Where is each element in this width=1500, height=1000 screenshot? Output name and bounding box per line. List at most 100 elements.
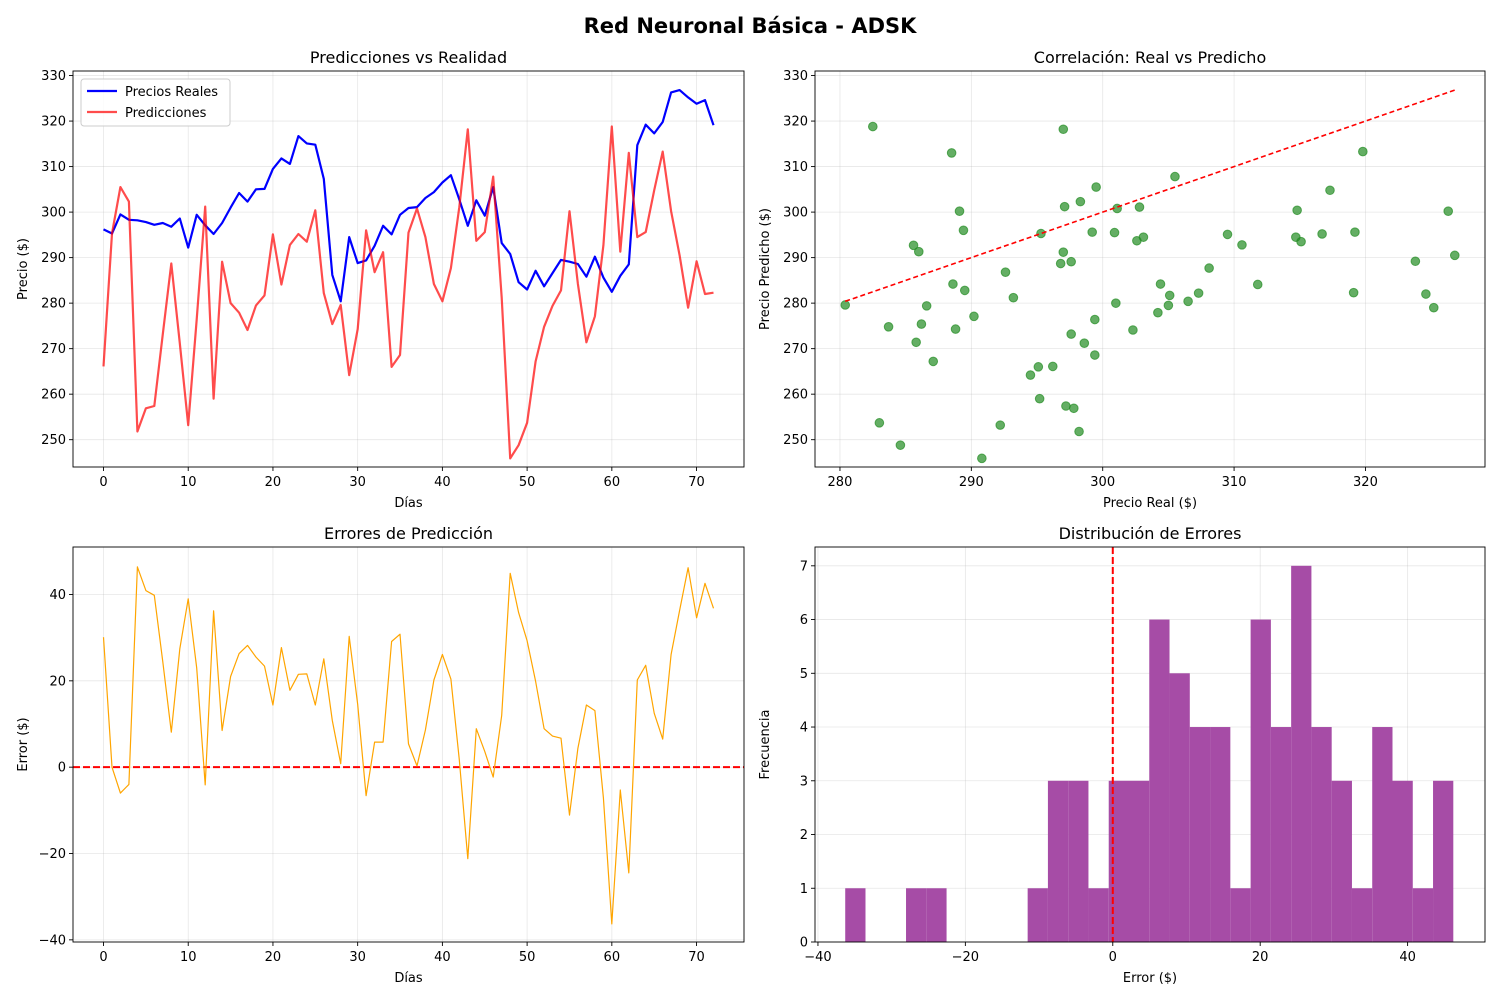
panel-title: Errores de Predicción xyxy=(324,524,493,543)
x-axis-label: Días xyxy=(394,496,423,511)
histogram-bar xyxy=(1088,888,1109,942)
scatter-point xyxy=(1066,329,1076,339)
histogram-bar xyxy=(1230,888,1251,942)
scatter-point xyxy=(958,225,969,236)
scatter-point xyxy=(1075,196,1086,207)
y-tick-label: 250 xyxy=(41,433,66,448)
scatter-point xyxy=(1252,279,1263,290)
y-tick-label: 280 xyxy=(41,297,66,312)
scatter-point xyxy=(1348,287,1359,298)
y-tick-label: 7 xyxy=(800,559,808,574)
y-tick-label: 320 xyxy=(783,115,808,130)
histogram-bar xyxy=(1372,727,1393,942)
x-tick-label: 40 xyxy=(434,475,451,490)
panel-predictions-vs-reality: 0 10 20 30 40 50 60 70 250 260 270 280 290 300 310 320 3… xyxy=(16,48,745,511)
x-tick-label: 0 xyxy=(99,950,107,965)
y-tick-label: 260 xyxy=(41,388,66,403)
x-tick-label: 0 xyxy=(99,475,107,490)
x-tick-label: 60 xyxy=(604,475,621,490)
panel-title: Distribución de Errores xyxy=(1059,524,1242,543)
scatter-point xyxy=(1291,232,1301,242)
x-axis-label: Error ($) xyxy=(1123,971,1177,986)
x-tick-label: 70 xyxy=(688,950,705,965)
axes-frame xyxy=(814,70,1486,468)
y-axis-label: Precio ($) xyxy=(16,238,31,300)
y-tick-label: 5 xyxy=(800,667,808,682)
histogram-bar xyxy=(1068,780,1089,942)
scatter-point xyxy=(977,453,987,464)
scatter-point xyxy=(921,301,932,311)
x-tick-label: 70 xyxy=(688,475,705,490)
histogram-bar xyxy=(1128,780,1150,942)
y-tick-label: 250 xyxy=(783,433,808,448)
scatter-point xyxy=(1074,426,1084,437)
histogram-bar xyxy=(1027,888,1048,942)
x-tick-label: 320 xyxy=(1353,475,1378,490)
y-tick-label: 6 xyxy=(800,613,808,628)
y-tick-label: 40 xyxy=(49,588,66,603)
panel-prediction-errors: 0 10 20 30 40 50 60 70 −40 −20 0 20 40 Errores de Pre… xyxy=(16,524,745,986)
y-axis-label: Precio Predicho ($) xyxy=(758,208,773,330)
scatter-point xyxy=(1155,279,1166,289)
histogram-bar xyxy=(926,888,947,942)
x-tick-label: 60 xyxy=(604,950,621,965)
legend-label: Predicciones xyxy=(125,106,207,121)
x-tick-label: 300 xyxy=(1090,475,1115,490)
x-tick-label: 280 xyxy=(828,475,853,490)
scatter-point xyxy=(1421,289,1431,299)
y-tick-label: 4 xyxy=(800,721,808,736)
x-tick-label: 20 xyxy=(265,475,282,490)
axes-frame xyxy=(72,546,745,943)
y-tick-label: −40 xyxy=(39,933,66,948)
x-axis-label: Días xyxy=(394,971,423,986)
x-tick-label: 20 xyxy=(265,950,282,965)
scatter-point xyxy=(1090,314,1100,325)
scatter-point xyxy=(1055,258,1066,269)
y-tick-label: 300 xyxy=(783,206,808,221)
scatter-point xyxy=(995,420,1006,430)
scatter-point xyxy=(1222,229,1233,240)
scatter-point xyxy=(1153,307,1163,318)
scatter-point xyxy=(1170,171,1180,182)
x-tick-label: 30 xyxy=(349,950,366,965)
histogram-bar xyxy=(906,888,927,942)
scatter-point xyxy=(840,300,851,310)
x-tick-label: 30 xyxy=(349,475,366,490)
histogram-bar xyxy=(1108,780,1129,942)
scatter-point xyxy=(1090,350,1100,360)
x-axis-label: Precio Real ($) xyxy=(1103,496,1197,511)
scatter-point xyxy=(1033,362,1044,372)
scatter-point xyxy=(1109,227,1120,238)
scatter-point xyxy=(1204,263,1214,273)
scatter-point xyxy=(969,311,979,322)
scatter-point xyxy=(928,356,939,367)
scatter-point xyxy=(916,319,927,329)
y-tick-label: 2 xyxy=(800,828,808,843)
y-tick-label: 270 xyxy=(783,342,808,357)
legend-label: Precios Reales xyxy=(125,85,218,100)
scatter-point xyxy=(946,148,957,158)
x-tick-label: 50 xyxy=(519,950,536,965)
y-tick-label: 320 xyxy=(41,115,66,130)
y-tick-label: 330 xyxy=(41,69,66,84)
x-tick-label: 40 xyxy=(434,950,451,965)
scatter-point xyxy=(868,121,878,132)
y-tick-label: 260 xyxy=(783,388,808,403)
scatter-point xyxy=(1008,292,1019,303)
x-tick-label: −20 xyxy=(952,950,979,965)
scatter-point xyxy=(948,279,958,289)
y-tick-label: 270 xyxy=(41,342,66,357)
y-tick-label: −20 xyxy=(39,847,66,862)
scatter-point xyxy=(1079,338,1090,348)
y-axis-label: Frecuencia xyxy=(758,710,773,780)
y-axis-label: Error ($) xyxy=(16,717,31,771)
scatter-point xyxy=(895,440,906,450)
series-line-1 xyxy=(102,566,715,925)
histogram-bar xyxy=(1351,888,1373,942)
scatter-point xyxy=(1087,227,1097,237)
x-tick-label: 10 xyxy=(180,950,197,965)
scatter-point xyxy=(1034,393,1045,404)
scatter-point xyxy=(1134,202,1145,212)
histogram-bar xyxy=(1250,619,1271,942)
